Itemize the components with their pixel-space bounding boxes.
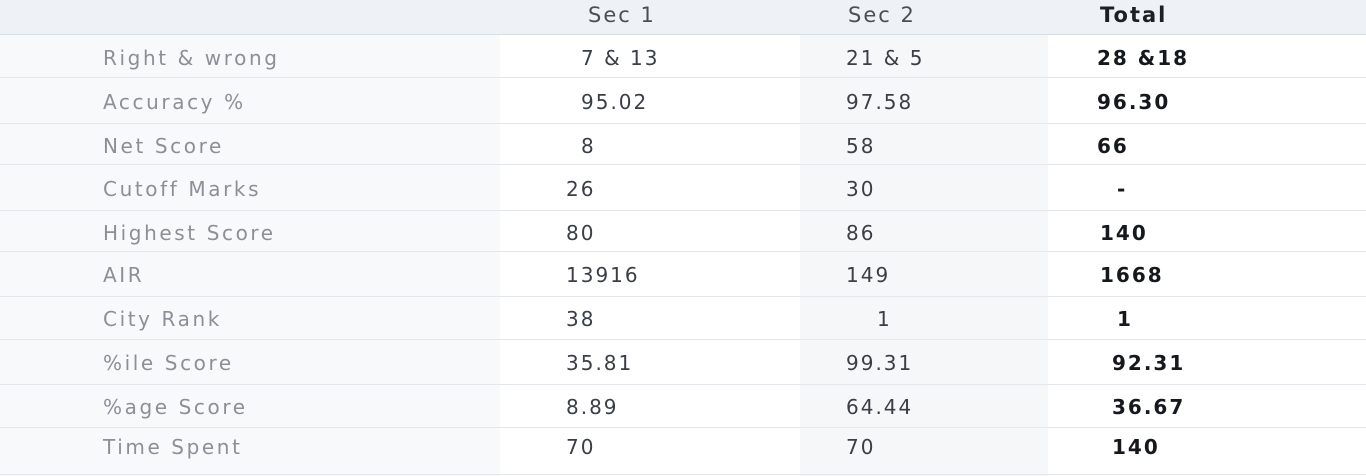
row-sec2-value: 1 (877, 307, 892, 331)
table-row: Net Score 8 58 66 (0, 124, 1366, 165)
row-sec1-value: 7 & 13 (581, 46, 660, 70)
row-sec1-value: 70 (566, 435, 596, 459)
row-sec2-value: 64.44 (846, 395, 914, 419)
row-sec1-value: 95.02 (581, 90, 649, 114)
row-total-value: 1668 (1100, 263, 1164, 287)
row-sec2-value: 99.31 (846, 351, 914, 375)
row-sec1-value: 35.81 (566, 351, 634, 375)
row-label: Cutoff Marks (103, 177, 262, 201)
row-sec1-value: 26 (566, 177, 596, 201)
sec2-column-band (800, 0, 1048, 476)
row-label: %ile Score (103, 351, 234, 375)
header-total: Total (1100, 3, 1168, 27)
table-row: AIR 13916 149 1668 (0, 252, 1366, 297)
row-label: City Rank (103, 307, 222, 331)
row-sec2-value: 86 (846, 221, 876, 245)
table-header: Sec 1 Sec 2 Total (0, 0, 1366, 35)
row-total-value: 1 (1117, 307, 1133, 331)
header-sec1: Sec 1 (588, 3, 656, 27)
row-total-value: 36.67 (1112, 395, 1186, 419)
row-sec1-value: 8.89 (566, 395, 619, 419)
row-label: Net Score (103, 134, 224, 158)
row-total-value: 140 (1112, 435, 1160, 459)
sec1-column-band (500, 0, 800, 476)
row-total-value: 92.31 (1112, 351, 1186, 375)
table-row: %ile Score 35.81 99.31 92.31 (0, 340, 1366, 385)
row-total-value: - (1117, 177, 1128, 201)
row-total-value: 140 (1100, 221, 1148, 245)
table-row: Accuracy % 95.02 97.58 96.30 (0, 78, 1366, 124)
table-row: %age Score 8.89 64.44 36.67 (0, 385, 1366, 428)
table-row: Highest Score 80 86 140 (0, 211, 1366, 252)
table-row: City Rank 38 1 1 (0, 297, 1366, 340)
row-label: %age Score (103, 395, 248, 419)
label-column-band (0, 0, 500, 476)
header-sec2: Sec 2 (848, 3, 916, 27)
row-label: Right & wrong (103, 46, 280, 70)
row-label: Highest Score (103, 221, 276, 245)
row-sec2-value: 97.58 (846, 90, 914, 114)
row-total-value: 96.30 (1097, 90, 1171, 114)
row-total-value: 66 (1097, 134, 1129, 158)
row-sec2-value: 149 (846, 263, 891, 287)
row-sec2-value: 58 (846, 134, 876, 158)
row-label: Time Spent (103, 435, 243, 459)
row-sec1-value: 13916 (566, 263, 640, 287)
total-column-band (1048, 0, 1366, 476)
row-sec1-value: 8 (581, 134, 596, 158)
row-sec1-value: 38 (566, 307, 596, 331)
row-sec1-value: 80 (566, 221, 596, 245)
row-sec2-value: 70 (846, 435, 876, 459)
table-row: Right & wrong 7 & 13 21 & 5 28 &18 (0, 35, 1366, 78)
table-row: Time Spent 70 70 140 (0, 428, 1366, 475)
row-sec2-value: 30 (846, 177, 876, 201)
row-label: Accuracy % (103, 90, 246, 114)
row-total-value: 28 &18 (1097, 46, 1190, 70)
table-row: Cutoff Marks 26 30 - (0, 165, 1366, 211)
row-label: AIR (103, 263, 145, 287)
row-sec2-value: 21 & 5 (846, 46, 925, 70)
